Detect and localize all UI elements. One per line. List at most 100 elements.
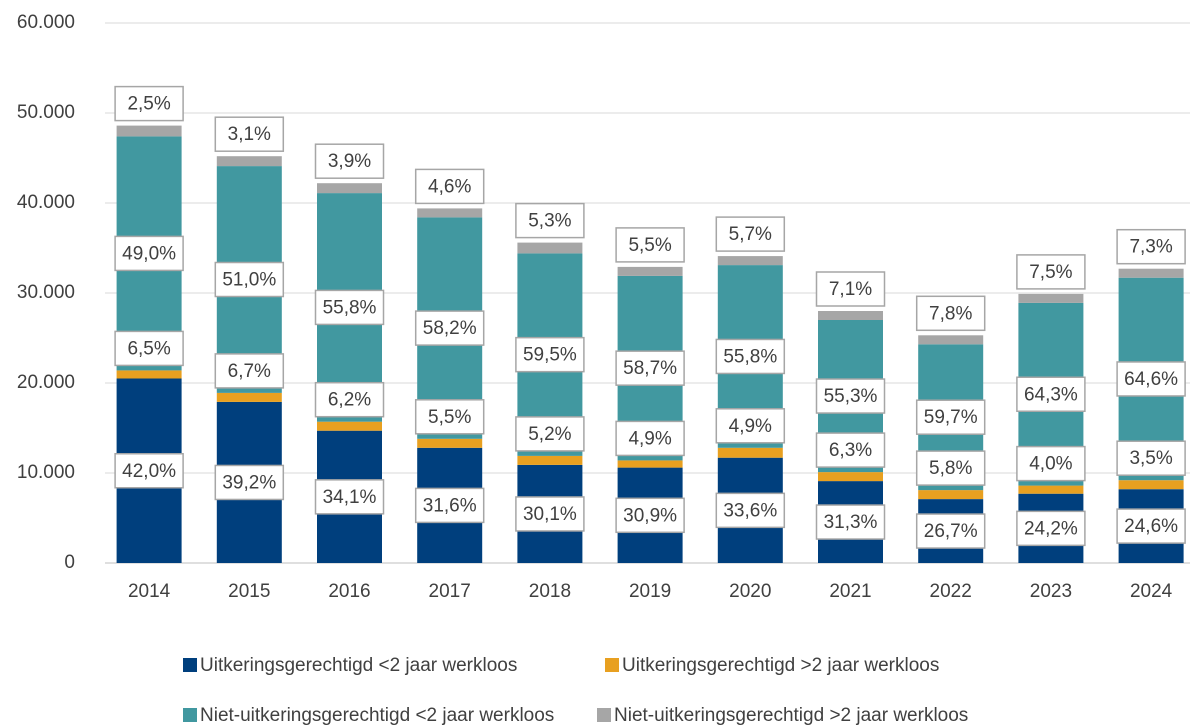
y-tick-label: 0 [64,552,75,573]
bar-segment [116,370,182,379]
data-label: 49,0% [122,243,176,264]
data-label: 64,3% [1024,384,1078,405]
data-label: 6,5% [127,338,170,359]
data-label-box [414,487,485,524]
data-label-box [114,453,184,489]
data-label: 5,3% [528,211,571,232]
legend-label: Niet-uitkeringsgerechtigd <2 jaar werklo… [200,705,554,725]
data-label-box [414,310,485,346]
data-label: 4,6% [428,176,471,197]
bar-segment [417,438,483,448]
legend-swatch [605,658,619,672]
y-tick-label: 60.000 [17,12,75,33]
x-tick-label: 2019 [629,581,671,602]
data-label-box [314,479,385,515]
x-tick-label: 2014 [128,581,171,602]
data-label-box [414,399,485,435]
data-label: 6,7% [228,361,271,382]
data-label-box [615,420,685,457]
data-label-box [515,202,585,239]
bar-segment [317,183,382,194]
data-label: 24,2% [1024,518,1078,539]
bar-segment [417,208,483,218]
x-tick-label: 2016 [328,581,370,602]
bar-segment [617,266,683,276]
data-label: 58,2% [423,318,477,339]
data-label: 7,3% [1129,237,1172,258]
data-label: 5,8% [929,458,972,479]
data-label-box [815,378,886,414]
bar-segment [717,447,783,458]
data-label-box [1116,361,1186,397]
legend-swatch [183,658,197,672]
data-label-box [515,496,585,532]
data-label: 30,9% [623,505,677,526]
data-label-box [214,464,285,501]
x-tick-label: 2024 [1130,581,1173,602]
data-label-box [1016,376,1086,412]
data-label-box [815,504,886,540]
data-label-box [1116,440,1186,476]
data-label-box [1016,510,1086,547]
data-label-box [314,381,385,418]
data-label-box [715,492,786,529]
data-label-box [114,330,184,367]
legend-swatch [183,708,197,722]
data-label: 7,5% [1029,262,1072,283]
data-label-box [615,497,685,534]
data-label-box [114,235,184,272]
data-label: 55,8% [323,297,377,318]
y-tick-label: 10.000 [17,462,75,483]
data-label-box [214,261,285,298]
data-label: 7,8% [929,303,972,324]
data-label: 59,5% [523,345,577,366]
x-tick-label: 2020 [729,581,771,602]
data-label-box [314,143,385,179]
bar-segment [918,490,984,500]
data-label-box [915,513,986,549]
y-tick-label: 50.000 [17,102,75,123]
data-label: 7,1% [829,279,872,300]
data-label: 39,2% [222,472,276,493]
data-label: 64,6% [1124,369,1178,390]
legend-label: Niet-uitkeringsgerechtigd >2 jaar werklo… [614,705,968,725]
data-label: 5,2% [528,424,571,445]
data-label: 33,6% [723,500,777,521]
x-tick-label: 2015 [228,581,270,602]
legend-label: Uitkeringsgerechtigd >2 jaar werkloos [622,655,939,676]
data-label: 5,5% [628,235,671,256]
data-label-box [815,432,886,468]
bar-segment [1018,485,1084,494]
data-label-box [515,416,585,452]
x-tick-label: 2022 [930,581,972,602]
x-tick-label: 2021 [829,581,871,602]
data-label: 2,5% [127,94,170,115]
data-label: 6,2% [328,390,371,411]
bar-segment [818,311,883,320]
data-label-box [915,295,986,332]
data-label-box [1016,445,1086,482]
x-tick-label: 2017 [429,581,471,602]
bar-segment [818,472,883,482]
data-label: 58,7% [623,358,677,379]
data-label-box [815,271,886,307]
data-label: 55,3% [824,386,878,407]
data-label-box [114,85,184,122]
data-label-box [214,116,285,152]
bar-segment [116,125,182,137]
data-label: 4,9% [729,416,772,437]
data-label: 31,6% [423,495,477,516]
data-label-box [1016,254,1086,290]
data-label: 24,6% [1124,516,1178,537]
data-label: 6,3% [829,440,872,461]
data-label: 42,0% [122,461,176,482]
data-label: 34,1% [323,487,377,508]
data-label: 5,5% [428,407,471,428]
data-label: 5,7% [729,224,772,245]
bar-segment [617,460,683,468]
x-tick-label: 2023 [1030,581,1072,602]
data-label-box [615,350,685,386]
data-label-box [414,168,485,205]
bar-segment [717,256,783,266]
